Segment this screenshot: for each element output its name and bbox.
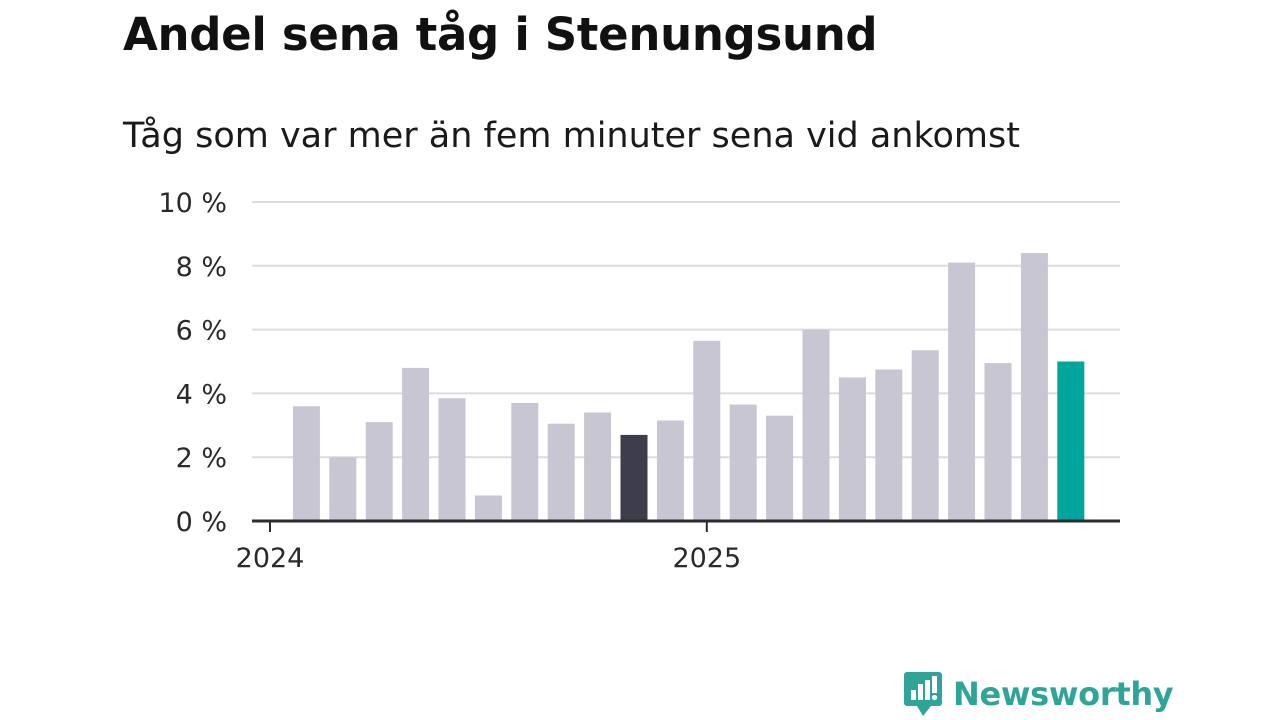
bar-2025-06 [875,369,903,521]
x-axis [252,519,1120,532]
newsworthy-logo-icon [904,672,942,716]
bar-2024-02 [292,406,320,521]
bar-2025-08 [948,262,976,521]
chart-title: Andel sena tåg i Stenungsund [123,8,878,61]
bars [292,253,1085,521]
chart-subtitle: Tåg som var mer än fem minuter sena vid … [123,116,1020,156]
bar-2024-11 [620,434,648,521]
bar-2025-02 [729,404,757,521]
x-tick-label: 2025 [672,543,741,574]
bar-2024-05 [402,367,430,521]
bar-2024-03 [329,457,357,521]
bar-2025-11 [1057,361,1085,521]
bar-2024-04 [365,422,393,521]
bar-2024-10 [584,412,612,521]
bar-2025-04 [802,329,830,521]
y-tick-label: 4 % [176,379,227,410]
bar-2025-05 [838,377,866,521]
y-tick-label: 8 % [176,252,227,283]
bar-2024-12 [656,420,684,521]
bar-2025-10 [1020,253,1048,521]
y-tick-label: 2 % [176,443,227,474]
bar-2025-09 [984,363,1012,521]
y-tick-label: 6 % [176,316,227,347]
newsworthy-logo: Newsworthy [903,670,1174,718]
bar-2024-06 [438,398,466,521]
bar-2025-01 [693,340,721,521]
bar-2024-08 [511,403,539,521]
x-tick-label: 2024 [236,543,305,574]
brand-name: Newsworthy [953,675,1174,713]
bar-2024-07 [474,495,502,521]
axis-labels: 0 % 2 % 4 % 6 % 8 % 10 % 2024 2025 [158,188,741,574]
bar-2025-03 [766,415,794,521]
gridlines [252,201,1120,459]
y-tick-label: 0 % [176,507,227,538]
y-tick-label: 10 % [158,188,227,219]
bar-2024-09 [547,423,575,521]
bar-2025-07 [911,350,939,521]
